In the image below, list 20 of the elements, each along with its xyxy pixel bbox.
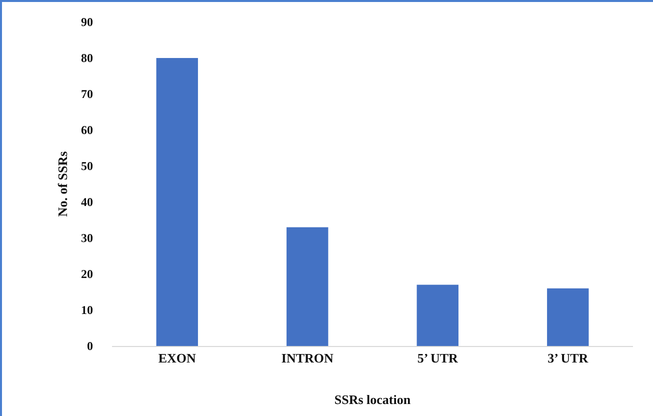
y-tick-label: 10 <box>81 303 93 318</box>
y-tick-label: 90 <box>81 15 93 30</box>
y-tick-label: 40 <box>81 195 93 210</box>
y-tick-label: 30 <box>81 231 93 246</box>
x-axis-title: SSRs location <box>334 392 412 408</box>
y-tick-label: 80 <box>81 51 93 66</box>
x-tick-label: EXON <box>158 350 197 366</box>
y-tick-label: 70 <box>81 87 93 102</box>
y-tick-label: 60 <box>81 123 93 138</box>
bar <box>416 284 458 346</box>
bar <box>286 227 328 346</box>
y-tick-label: 0 <box>87 339 93 354</box>
y-axis-title: No. of SSRs <box>54 151 70 217</box>
bar <box>547 288 589 346</box>
bar <box>156 58 198 346</box>
x-tick-label: INTRON <box>281 350 334 366</box>
x-tick-label: 5’ UTR <box>417 350 459 366</box>
y-tick-label: 20 <box>81 267 93 282</box>
x-tick-label: 3’ UTR <box>548 350 589 366</box>
y-tick-label: 50 <box>81 159 93 174</box>
